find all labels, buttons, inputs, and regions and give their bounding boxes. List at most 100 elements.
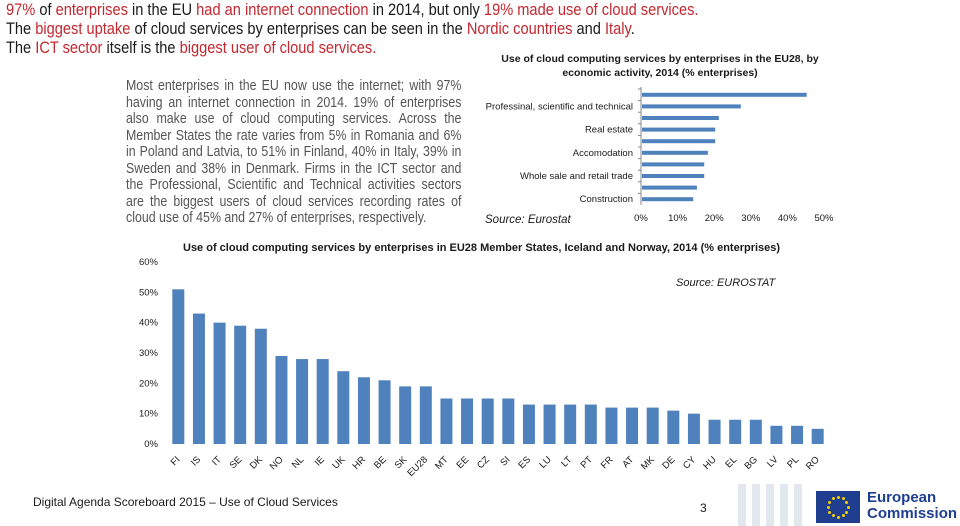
chart2-category-label: IS [189, 454, 203, 468]
flag-star-icon [831, 496, 835, 500]
headline: 97% of enterprises in the EU had an inte… [6, 0, 823, 57]
eu-flag-icon [816, 491, 860, 523]
chart2-category-label: BG [742, 454, 759, 471]
headline-line-3: The ICT sector itself is the biggest use… [6, 38, 823, 57]
chart1-bar [642, 174, 705, 178]
chart1-x-tick-label: 30% [741, 213, 761, 224]
chart1-bar [642, 139, 716, 144]
chart2-category-label: LV [765, 454, 781, 470]
intro-paragraph: Most enterprises in the EU now use the i… [126, 78, 462, 226]
chart2-category-label: LU [537, 454, 553, 470]
chart2-bar [729, 419, 742, 444]
chart2-bar [419, 386, 432, 444]
chart2-bar [770, 425, 783, 444]
chart2-category-label: HR [351, 454, 369, 472]
logo-stripe [766, 484, 774, 526]
chart2-category-label: MK [639, 454, 657, 472]
chart2-bar [378, 380, 391, 444]
logo-stripe [794, 484, 802, 526]
chart2-y-tick-label: 0% [144, 439, 158, 450]
flag-star-icon [846, 505, 850, 509]
chart2-bar [708, 419, 721, 444]
chart2-y-tick-label: 60% [139, 257, 159, 268]
chart1-category-label: Real estate [585, 125, 633, 136]
chart2-bar [399, 386, 412, 444]
chart2-bar [440, 398, 453, 444]
chart2-category-label: DE [660, 454, 677, 471]
chart2-category-label: LT [559, 454, 574, 469]
chart1-bar [642, 185, 697, 190]
chart1-bar [642, 92, 807, 97]
chart2-bar [357, 377, 370, 444]
chart2-category-label: FR [599, 454, 616, 471]
headline-segment: in the EU [127, 0, 197, 19]
chart2-category-label: EU28 [405, 454, 430, 479]
chart2-y-tick-label: 10% [139, 409, 159, 420]
headline-line-1: 97% of enterprises in the EU had an inte… [6, 0, 823, 19]
headline-segment: Nordic countries [466, 19, 573, 38]
flag-star-icon [831, 514, 835, 518]
logo-line-1: European [867, 489, 937, 506]
chart2-category-label: PL [785, 454, 801, 470]
chart2-bar [337, 371, 350, 444]
chart1-category-label: Construction [580, 194, 633, 205]
chart1-x-tick-label: 10% [668, 213, 688, 224]
chart2-bar [296, 359, 309, 444]
chart2-bar [461, 398, 474, 444]
chart2-bar [791, 425, 804, 444]
chart2-category-label: SI [498, 454, 512, 468]
chart2-bar [254, 328, 267, 444]
chart1-bar [642, 197, 694, 202]
chart2-y-tick-label: 40% [139, 318, 159, 329]
chart2-category-label: MT [433, 454, 451, 472]
chart2-bar [749, 419, 762, 444]
headline-segment: The [6, 19, 36, 38]
chart2-bar [543, 404, 556, 444]
chart2-category-label: BE [372, 454, 389, 471]
chart1-bar [642, 150, 708, 155]
chart1-bar [642, 127, 716, 132]
chart2-category-label: NO [268, 454, 286, 472]
chart1-source: Source: Eurostat [485, 214, 571, 226]
headline-segment: biggest user of cloud services. [179, 38, 377, 57]
headline-segment: enterprises [55, 0, 128, 19]
flag-star-icon [827, 510, 831, 514]
headline-segment: had an internet connection [196, 0, 369, 19]
chart1-bar [642, 104, 741, 109]
chart2-category-label: AT [620, 454, 636, 470]
logo-stripe [752, 484, 760, 526]
chart1-bar [642, 162, 705, 167]
chart1-bar [642, 116, 719, 120]
logo-stripe [780, 484, 788, 526]
chart2-bar [522, 404, 535, 444]
page-number: 3 [700, 501, 707, 515]
chart2-category-label: EL [723, 454, 739, 470]
chart2-bar [646, 407, 659, 444]
chart2-y-tick-label: 50% [139, 287, 159, 298]
chart2-source: Source: EUROSTAT [676, 277, 776, 289]
chart2-category-label: ES [516, 454, 533, 471]
chart2-category-label: CZ [475, 454, 492, 471]
chart2-category-label: EE [454, 454, 471, 471]
headline-segment: The [6, 38, 36, 57]
flag-star-icon [841, 514, 845, 518]
chart2-category-label: IT [210, 454, 224, 468]
chart2-category-label: NL [290, 454, 306, 470]
chart2-title: Use of cloud computing services by enter… [183, 242, 781, 254]
flag-star-icon [845, 510, 849, 514]
headline-segment: Italy [604, 19, 631, 38]
chart2-category-label: HU [701, 454, 719, 472]
chart1-category-label: Professinal, scientific and technical [486, 101, 633, 112]
logo-stripe [738, 484, 746, 526]
chart1-x-tick-label: 50% [814, 213, 834, 224]
chart2-bar [626, 407, 639, 444]
flag-star-icon [841, 496, 845, 500]
chart2-bar [667, 410, 680, 444]
chart2-category-label: UK [330, 454, 348, 472]
european-commission-logo: European Commission [730, 478, 960, 526]
chart2-bar [605, 407, 618, 444]
flag-star-icon [827, 500, 831, 504]
chart1-x-tick-label: 0% [634, 213, 648, 224]
chart2-category-label: CY [681, 454, 699, 472]
